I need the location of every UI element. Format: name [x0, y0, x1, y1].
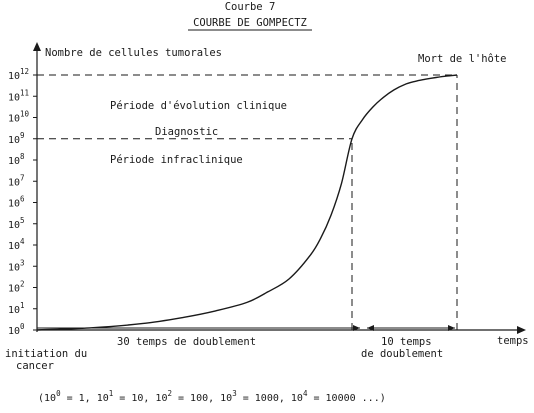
- annotation-death: Mort de l'hôte: [418, 53, 507, 65]
- annotation-clinical-period: Période d'évolution clinique: [110, 100, 287, 112]
- footnote-rest-4: = 10000 ...): [307, 393, 385, 404]
- span-label-30: 30 temps de doublement: [117, 336, 256, 348]
- y-tick-base: 10: [8, 305, 20, 316]
- y-tick-base: 10: [8, 220, 20, 231]
- series-line-gompertz: [36, 74, 458, 331]
- y-tick-exponent: 6: [20, 195, 25, 204]
- x-axis-label: temps: [497, 335, 529, 347]
- reference-line-group: [37, 74, 458, 330]
- y-tick-exponent: 2: [20, 280, 25, 289]
- footnote-rest-3: = 1000,: [237, 393, 285, 404]
- y-tick-base: 10: [8, 71, 20, 82]
- figure-number: Courbe 7: [225, 1, 276, 13]
- y-tick-exponent: 3: [20, 258, 25, 267]
- y-tick-label: 100: [8, 322, 25, 337]
- y-tick-label: 1011: [8, 88, 29, 103]
- footnote-exp-2: 2: [167, 389, 172, 398]
- y-tick-label: 1012: [8, 67, 29, 82]
- y-tick-label: 107: [8, 173, 25, 188]
- footnote-rest-0: = 1,: [61, 393, 91, 404]
- y-tick-label: 104: [8, 237, 25, 252]
- y-tick-exponent: 1: [20, 301, 25, 310]
- chart-title: COURBE DE GOMPECTZ: [193, 17, 307, 29]
- y-axis-arrow: [33, 42, 41, 51]
- annotation-start-line2: cancer: [16, 360, 54, 372]
- annotation-diagnosis: Diagnostic: [155, 126, 218, 138]
- y-tick-label: 101: [8, 301, 25, 316]
- footnote-exp-3: 3: [232, 389, 237, 398]
- footnote-open: (: [38, 393, 44, 404]
- footnote-rest-1: = 10,: [113, 393, 149, 404]
- y-tick-base: 10: [8, 262, 20, 273]
- annotation-start-line1: initiation du: [5, 348, 87, 360]
- y-tick-exponent: 10: [20, 110, 30, 119]
- y-tick-base: 10: [8, 326, 20, 337]
- y-tick-label: 108: [8, 152, 25, 167]
- y-tick-base: 10: [8, 199, 20, 210]
- span-arrowhead-10-right: [448, 325, 455, 331]
- y-tick-group: 1001011021031041051061071081091010101110…: [8, 67, 37, 337]
- y-tick-base: 10: [8, 92, 20, 103]
- y-tick-base: 10: [8, 156, 20, 167]
- y-tick-label: 103: [8, 258, 25, 273]
- footnote-exp-1: 1: [109, 389, 114, 398]
- y-tick-exponent: 12: [20, 67, 29, 76]
- y-tick-base: 10: [8, 241, 20, 252]
- y-tick-base: 10: [8, 135, 20, 146]
- y-tick-label: 105: [8, 216, 25, 231]
- footnote-rest-2: = 100,: [172, 393, 214, 404]
- y-tick-exponent: 8: [20, 152, 25, 161]
- footnote-base-4: 10: [285, 393, 303, 404]
- y-tick-label: 109: [8, 131, 25, 146]
- x-axis-arrow: [517, 326, 526, 334]
- y-tick-label: 106: [8, 195, 25, 210]
- y-tick-exponent: 5: [20, 216, 25, 225]
- y-tick-base: 10: [8, 114, 20, 125]
- span-arrowhead-10-left: [367, 325, 374, 331]
- footnote-exp-0: 0: [56, 389, 61, 398]
- footnote: (100 = 1, 101 = 10, 102 = 100, 103 = 100…: [38, 389, 386, 404]
- y-tick-base: 10: [8, 284, 20, 295]
- span-label-10-line1: 10 temps: [381, 336, 432, 348]
- y-tick-exponent: 7: [20, 173, 25, 182]
- y-tick-exponent: 0: [20, 322, 25, 331]
- y-tick-base: 10: [8, 177, 20, 188]
- annotation-preclinical-period: Période infraclinique: [110, 154, 243, 166]
- y-tick-exponent: 9: [20, 131, 25, 140]
- y-tick-exponent: 11: [20, 88, 29, 97]
- span-arrowhead-30: [353, 325, 360, 331]
- footnote-base-3: 10: [214, 393, 232, 404]
- footnote-exp-4: 4: [303, 389, 308, 398]
- y-tick-exponent: 4: [20, 237, 25, 246]
- footnote-base-2: 10: [149, 393, 167, 404]
- y-tick-label: 102: [8, 280, 25, 295]
- footnote-base-1: 10: [91, 393, 109, 404]
- y-tick-label: 1010: [8, 110, 30, 125]
- y-axis-label: Nombre de cellules tumorales: [45, 47, 222, 59]
- footnote-base-0: 10: [44, 393, 56, 404]
- span-label-10-line2: de doublement: [361, 348, 443, 360]
